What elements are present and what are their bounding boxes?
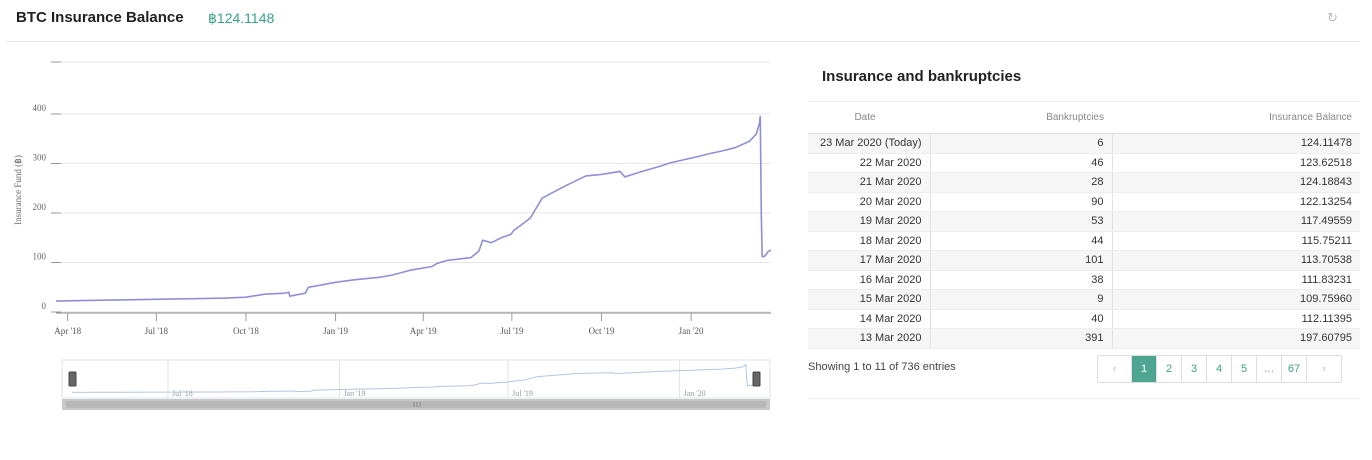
- cell-bankruptcies: 90: [930, 192, 1113, 212]
- y-tick-label: 0: [42, 301, 47, 311]
- navigator-series-line: [71, 362, 756, 393]
- navigator-tick-label: Jan '19: [343, 389, 365, 398]
- x-tick-label: Apr '18: [54, 326, 81, 336]
- y-tick-label: 100: [33, 252, 47, 262]
- x-tick-label: Apr '19: [410, 326, 437, 336]
- cell-bankruptcies: 101: [930, 250, 1113, 271]
- table-header-row: Date Bankruptcies Insurance Balance: [808, 101, 1360, 134]
- cell-insurance-balance: 197.60795: [1112, 328, 1360, 349]
- cell-date: 19 Mar 2020: [808, 211, 931, 232]
- insurance-panel: BTC Insurance Balance ฿124.1148 ↻ 0 100 20…: [6, 0, 1360, 460]
- pagination-page-5[interactable]: 5: [1232, 355, 1257, 382]
- cell-bankruptcies: 391: [930, 328, 1113, 349]
- table-row: 19 Mar 2020 53 117.49559: [808, 211, 1360, 232]
- insurance-series-line: [55, 115, 771, 302]
- cell-date: 13 Mar 2020: [808, 328, 931, 349]
- table-row: 17 Mar 2020 101 113.70538: [808, 250, 1360, 271]
- balance-value: ฿124.1148: [208, 10, 275, 26]
- bankruptcies-section: Insurance and bankruptcies Date Bankrupt…: [808, 60, 1360, 399]
- table-row: 21 Mar 2020 28 124.18843: [808, 172, 1360, 193]
- table-footer: Showing 1 to 11 of 736 entries ‹ 1 2 3 4 5… 67…: [808, 349, 1360, 399]
- cell-insurance-balance: 117.49559: [1112, 211, 1360, 232]
- cell-date: 20 Mar 2020: [808, 192, 931, 212]
- table-row: 18 Mar 2020 44 115.75211: [808, 231, 1360, 251]
- x-tick-label: Jan '19: [323, 326, 348, 336]
- column-header-date[interactable]: Date: [808, 101, 930, 134]
- cell-insurance-balance: 124.18843: [1112, 172, 1360, 193]
- y-tick-label: 200: [33, 202, 47, 212]
- table-row: 22 Mar 2020 46 123.62518: [808, 153, 1360, 173]
- scrollbar-thumb[interactable]: [66, 401, 766, 408]
- navigator-left-handle[interactable]: [68, 371, 77, 387]
- cell-date: 16 Mar 2020: [808, 270, 931, 290]
- table-row: 14 Mar 2020 40 112.11395: [808, 309, 1360, 329]
- pagination: ‹ 1 2 3 4 5… 67 ›: [1097, 354, 1342, 383]
- pagination-page-67[interactable]: 67: [1282, 355, 1307, 382]
- panel-header: BTC Insurance Balance ฿124.1148 ↻: [6, 0, 1360, 42]
- cell-bankruptcies: 44: [930, 231, 1113, 251]
- cell-date: 17 Mar 2020: [808, 250, 931, 271]
- cell-bankruptcies: 46: [930, 153, 1113, 173]
- cell-date: 21 Mar 2020: [808, 172, 931, 193]
- x-tick-label: Jul '19: [500, 326, 524, 336]
- cell-insurance-balance: 123.62518: [1112, 153, 1360, 173]
- cell-insurance-balance: 112.11395: [1112, 309, 1360, 329]
- cell-date: 14 Mar 2020: [808, 309, 931, 329]
- cell-date: 18 Mar 2020: [808, 231, 931, 251]
- navigator-tick-label: Jul '18: [172, 389, 193, 398]
- cell-insurance-balance: 111.83231: [1112, 270, 1360, 290]
- x-tick-label: Oct '19: [589, 326, 615, 336]
- y-tick-label: 400: [33, 103, 47, 113]
- cell-bankruptcies: 28: [930, 172, 1113, 193]
- cell-insurance-balance: 109.75960: [1112, 289, 1360, 310]
- cell-bankruptcies: 9: [930, 289, 1113, 310]
- cell-bankruptcies: 53: [930, 211, 1113, 232]
- cell-insurance-balance: 113.70538: [1112, 250, 1360, 271]
- pagination-page-1[interactable]: 1: [1132, 355, 1157, 382]
- table-row: 13 Mar 2020 391 197.60795: [808, 328, 1360, 349]
- navigator-tick-label: Jul '19: [512, 389, 533, 398]
- pagination-page-3[interactable]: 3: [1182, 355, 1207, 382]
- pagination-page-4[interactable]: 4: [1207, 355, 1232, 382]
- navigator-tick-label: Jan '20: [684, 389, 706, 398]
- page-title: BTC Insurance Balance: [16, 9, 184, 26]
- pagination-next-button[interactable]: ›: [1322, 362, 1326, 375]
- x-tick-label: Jan '20: [679, 326, 704, 336]
- pagination-prev-button[interactable]: ‹: [1098, 355, 1132, 382]
- table-row: 16 Mar 2020 38 111.83231: [808, 270, 1360, 290]
- cell-insurance-balance: 122.13254: [1112, 192, 1360, 212]
- cell-bankruptcies: 40: [930, 309, 1113, 329]
- entries-info: Showing 1 to 11 of 736 entries: [808, 360, 956, 373]
- x-tick-label: Oct '18: [233, 326, 259, 336]
- insurance-chart[interactable]: 0 100 200 300 400 Insurance Fund (฿) Apr '18 Ju…: [6, 44, 786, 416]
- cell-date: 15 Mar 2020: [808, 289, 931, 310]
- y-tick-label: 300: [33, 153, 47, 163]
- bankruptcies-table: Date Bankruptcies Insurance Balance 23 M…: [808, 101, 1360, 349]
- y-axis-label: Insurance Fund (฿): [13, 155, 23, 225]
- cell-insurance-balance: 115.75211: [1112, 231, 1360, 251]
- table-title: Insurance and bankruptcies: [822, 68, 1022, 85]
- pagination-page-2[interactable]: 2: [1157, 355, 1182, 382]
- column-header-bankruptcies[interactable]: Bankruptcies: [930, 101, 1112, 134]
- cell-date: 23 Mar 2020 (Today): [808, 133, 931, 154]
- cell-date: 22 Mar 2020: [808, 153, 931, 173]
- table-row: 15 Mar 2020 9 109.75960: [808, 289, 1360, 310]
- table-row: 20 Mar 2020 90 122.13254: [808, 192, 1360, 212]
- table-row: 23 Mar 2020 (Today) 6 124.11478: [808, 133, 1360, 154]
- column-header-insurance-balance[interactable]: Insurance Balance: [1112, 101, 1360, 134]
- cell-insurance-balance: 124.11478: [1112, 133, 1360, 154]
- navigator-right-handle[interactable]: [752, 371, 761, 387]
- refresh-icon[interactable]: ↻: [1327, 10, 1338, 25]
- cell-bankruptcies: 38: [930, 270, 1113, 290]
- pagination-ellipsis[interactable]: …: [1257, 355, 1282, 382]
- x-tick-label: Jul '18: [145, 326, 169, 336]
- cell-bankruptcies: 6: [930, 133, 1113, 154]
